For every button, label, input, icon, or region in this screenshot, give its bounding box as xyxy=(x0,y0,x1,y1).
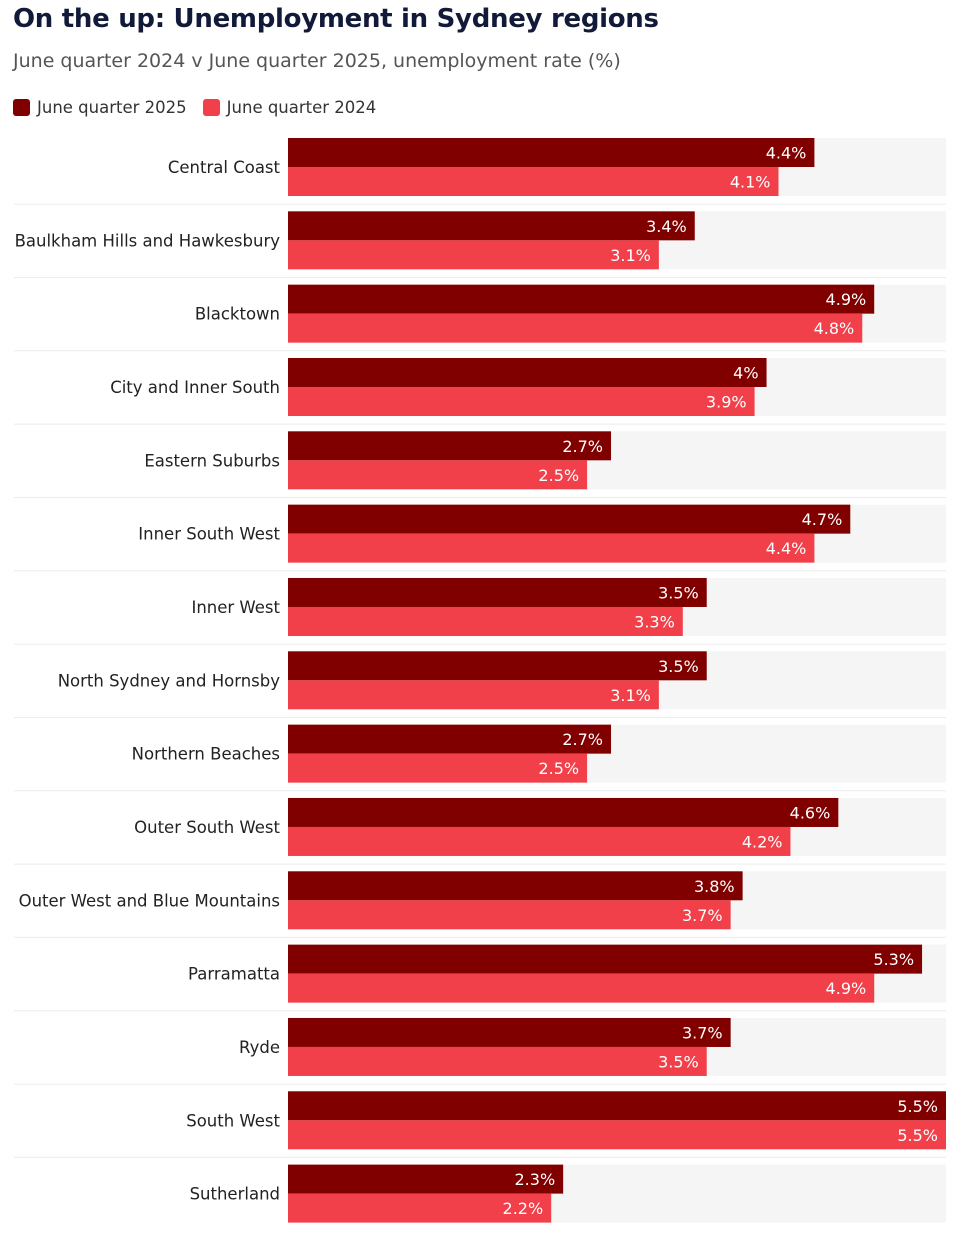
bar-2024-south-west xyxy=(288,1120,946,1150)
legend-label-2025: June quarter 2025 xyxy=(37,98,187,117)
data-label-2024-city-and-inner-south: 3.9% xyxy=(706,392,747,411)
category-label-parramatta: Parramatta xyxy=(188,965,280,984)
data-label-2024-parramatta: 4.9% xyxy=(826,979,867,998)
bar-2025-south-west xyxy=(288,1091,946,1121)
bar-2024-blacktown xyxy=(288,313,863,343)
category-label-eastern-suburbs: Eastern Suburbs xyxy=(144,451,280,470)
bar-2024-sutherland xyxy=(288,1193,552,1223)
data-label-2025-outer-west-and-blue-mountains: 3.8% xyxy=(694,877,735,896)
data-label-2025-city-and-inner-south: 4% xyxy=(733,363,758,382)
data-label-2024-blacktown: 4.8% xyxy=(814,319,855,338)
bar-2024-baulkham-hills-and-hawkesbury xyxy=(288,240,659,270)
bar-2025-parramatta xyxy=(288,944,923,974)
data-label-2024-inner-west: 3.3% xyxy=(634,612,675,631)
data-label-2024-outer-south-west: 4.2% xyxy=(742,832,783,851)
legend-item-2024: June quarter 2024 xyxy=(202,98,377,117)
bar-2025-inner-south-west xyxy=(288,504,851,534)
category-label-south-west: South West xyxy=(186,1111,280,1130)
bar-2025-baulkham-hills-and-hawkesbury xyxy=(288,211,695,241)
bar-2025-inner-west xyxy=(288,577,707,607)
category-label-inner-south-west: Inner South West xyxy=(138,525,280,544)
data-label-2025-blacktown: 4.9% xyxy=(826,290,867,309)
category-label-ryde: Ryde xyxy=(239,1038,280,1057)
legend-swatch-2024 xyxy=(202,99,220,116)
data-label-2025-baulkham-hills-and-hawkesbury: 3.4% xyxy=(646,217,687,236)
data-label-2024-sutherland: 2.2% xyxy=(503,1199,544,1218)
bar-2025-outer-south-west xyxy=(288,797,839,827)
bar-2024-inner-west xyxy=(288,606,683,636)
bar-2025-city-and-inner-south xyxy=(288,357,767,387)
category-label-outer-west-and-blue-mountains: Outer West and Blue Mountains xyxy=(19,891,280,910)
bar-2024-northern-beaches xyxy=(288,753,588,783)
data-label-2025-inner-south-west: 4.7% xyxy=(802,510,843,529)
bar-2025-north-sydney-and-hornsby xyxy=(288,651,707,681)
data-label-2024-inner-south-west: 4.4% xyxy=(766,539,807,558)
bar-2024-central-coast xyxy=(288,167,779,196)
data-label-2024-north-sydney-and-hornsby: 3.1% xyxy=(610,686,651,705)
legend-label-2024: June quarter 2024 xyxy=(226,98,377,117)
category-label-blacktown: Blacktown xyxy=(195,305,280,324)
data-label-2024-ryde: 3.5% xyxy=(658,1052,699,1071)
category-label-north-sydney-and-hornsby: North Sydney and Hornsby xyxy=(58,671,281,690)
legend-swatch-2025 xyxy=(13,99,30,116)
bar-2024-north-sydney-and-hornsby xyxy=(288,680,659,710)
bar-2025-sutherland xyxy=(288,1164,564,1194)
data-label-2024-central-coast: 4.1% xyxy=(730,173,771,192)
data-label-2024-outer-west-and-blue-mountains: 3.7% xyxy=(682,906,723,925)
data-label-2025-north-sydney-and-hornsby: 3.5% xyxy=(658,657,699,676)
category-label-inner-west: Inner West xyxy=(191,598,280,617)
bar-2024-outer-south-west xyxy=(288,826,791,856)
bar-2024-inner-south-west xyxy=(288,533,815,563)
data-label-2024-eastern-suburbs: 2.5% xyxy=(538,466,579,485)
bar-2024-parramatta xyxy=(288,973,875,1003)
legend-item-2025: June quarter 2025 xyxy=(13,98,187,117)
data-label-2025-eastern-suburbs: 2.7% xyxy=(562,437,603,456)
category-label-central-coast: Central Coast xyxy=(168,158,281,177)
bar-2025-ryde xyxy=(288,1017,731,1047)
data-label-2025-northern-beaches: 2.7% xyxy=(562,730,603,749)
data-label-2024-south-west: 5.5% xyxy=(897,1126,938,1145)
bar-2024-eastern-suburbs xyxy=(288,460,588,490)
category-label-northern-beaches: Northern Beaches xyxy=(132,745,280,764)
bar-2024-outer-west-and-blue-mountains xyxy=(288,900,731,930)
bar-2024-ryde xyxy=(288,1046,707,1076)
data-label-2025-south-west: 5.5% xyxy=(897,1097,938,1116)
data-label-2025-parramatta: 5.3% xyxy=(873,950,914,969)
category-label-city-and-inner-south: City and Inner South xyxy=(110,378,280,397)
category-label-outer-south-west: Outer South West xyxy=(134,818,280,837)
category-label-baulkham-hills-and-hawkesbury: Baulkham Hills and Hawkesbury xyxy=(15,231,281,250)
data-label-2025-ryde: 3.7% xyxy=(682,1023,723,1042)
chart-subtitle: June quarter 2024 v June quarter 2025, u… xyxy=(13,50,621,72)
data-label-2025-central-coast: 4.4% xyxy=(766,144,807,163)
data-label-2025-inner-west: 3.5% xyxy=(658,583,699,602)
data-label-2025-outer-south-west: 4.6% xyxy=(790,803,831,822)
data-label-2024-northern-beaches: 2.5% xyxy=(538,759,579,778)
bar-2025-northern-beaches xyxy=(288,724,612,754)
category-label-sutherland: Sutherland xyxy=(190,1185,280,1204)
bar-2025-central-coast xyxy=(288,138,815,167)
bar-2025-outer-west-and-blue-mountains xyxy=(288,871,743,901)
chart-title: On the up: Unemployment in Sydney region… xyxy=(13,4,659,34)
bar-2025-blacktown xyxy=(288,284,875,314)
data-label-2025-sutherland: 2.3% xyxy=(515,1170,556,1189)
legend: June quarter 2025 June quarter 2024 xyxy=(13,98,392,117)
data-label-2024-baulkham-hills-and-hawkesbury: 3.1% xyxy=(610,246,651,265)
bar-2025-eastern-suburbs xyxy=(288,431,612,461)
bar-2024-city-and-inner-south xyxy=(288,386,755,416)
